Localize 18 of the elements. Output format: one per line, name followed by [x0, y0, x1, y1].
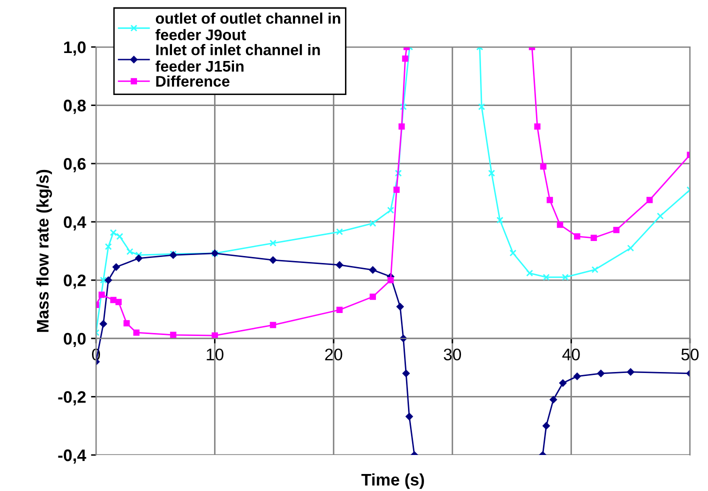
y-tick-label: 0,0 [64, 332, 86, 348]
x-axis-title: Time (s) [361, 473, 424, 489]
x-tick-label: 10 [206, 348, 224, 360]
x-tick-label: 50 [681, 348, 699, 360]
x-tick-label: 20 [325, 348, 342, 360]
x-tick-label: 30 [444, 348, 462, 360]
legend-label: outlet of outlet channel in feeder J9out [156, 12, 340, 40]
legend-label: Difference [156, 76, 230, 87]
y-tick-label: 0,6 [64, 158, 86, 172]
y-tick-label: -0,2 [58, 391, 86, 406]
legend-label: Inlet of inlet channel in feeder J15in [156, 44, 320, 72]
y-axis-title: Mass flow rate (kg/s) [36, 170, 52, 332]
y-tick-label: 0,4 [64, 216, 86, 230]
y-tick-label: -0,4 [58, 449, 86, 464]
y-tick-label: 0,2 [64, 274, 86, 289]
x-tick-label: 40 [562, 348, 580, 360]
y-tick-label: 1,0 [64, 41, 86, 56]
y-tick-label: 0,8 [64, 100, 86, 114]
